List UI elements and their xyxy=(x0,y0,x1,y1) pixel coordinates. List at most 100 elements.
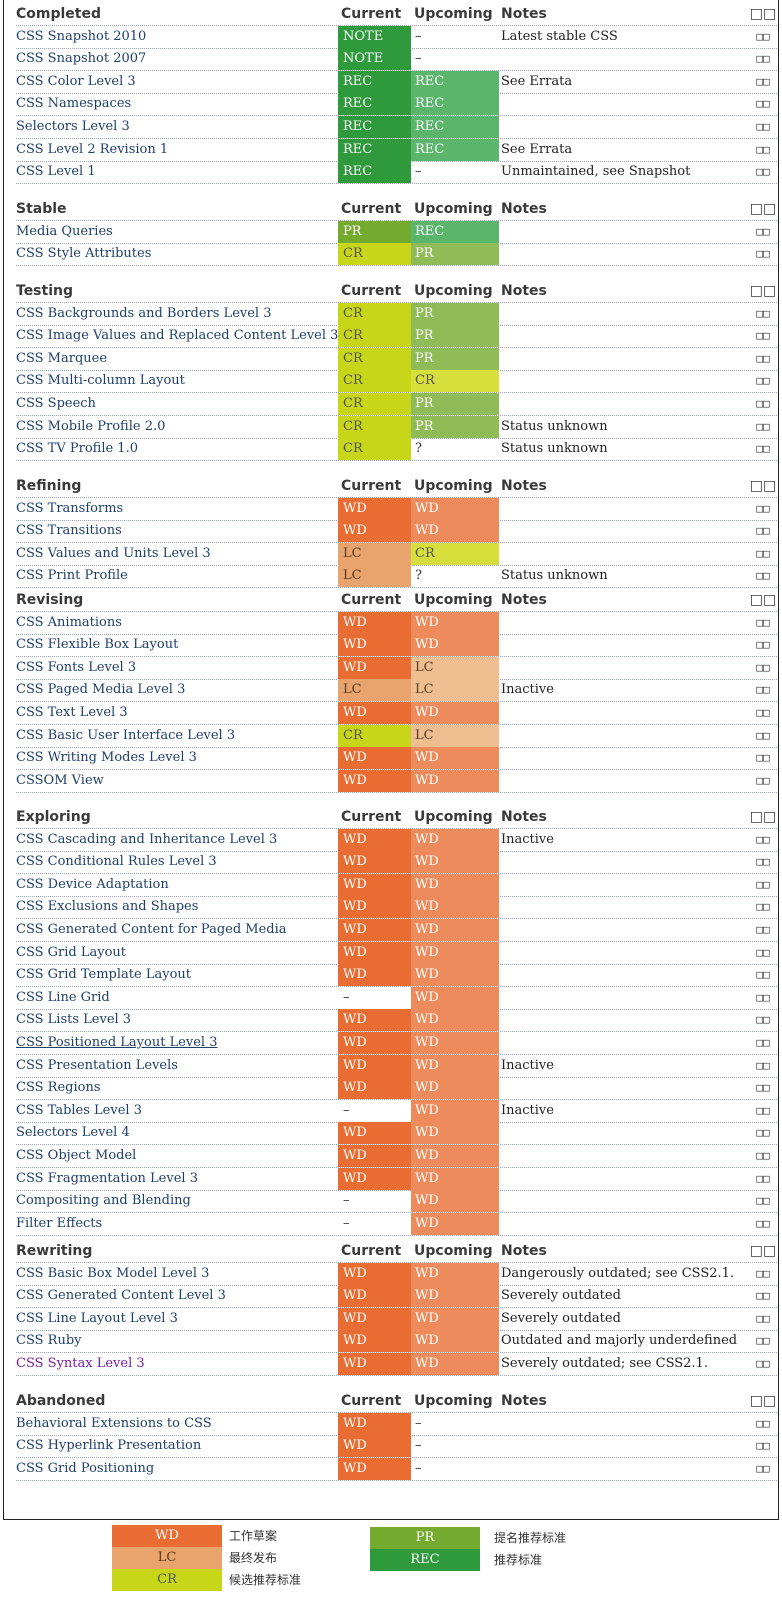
spec-link[interactable]: CSS Snapshot 2010 xyxy=(16,29,147,44)
spec-link[interactable]: CSS Presentation Levels xyxy=(16,1058,178,1073)
spec-link[interactable]: CSS Line Layout Level 3 xyxy=(16,1311,178,1326)
spec-link[interactable]: CSS Lists Level 3 xyxy=(16,1012,132,1027)
spec-link[interactable]: CSS Regions xyxy=(16,1080,101,1095)
spec-link[interactable]: CSS Flexible Box Layout xyxy=(16,637,179,652)
notes-cell xyxy=(499,851,749,873)
spec-link[interactable]: CSS Marquee xyxy=(16,351,108,366)
extra-cell: □□ xyxy=(756,1104,770,1117)
spec-link[interactable]: CSS Conditional Rules Level 3 xyxy=(16,854,217,869)
spec-link[interactable]: CSS Multi-column Layout xyxy=(16,373,185,388)
upcoming-status: WD xyxy=(411,987,499,1009)
spec-name-cell: CSS Color Level 3 xyxy=(16,71,338,93)
extra-cell: □□ xyxy=(756,1289,770,1302)
extra-cell: □□ xyxy=(756,502,770,515)
spec-link[interactable]: CSSOM View xyxy=(16,773,104,788)
spec-link[interactable]: CSS Line Grid xyxy=(16,990,110,1005)
spec-link[interactable]: CSS Cascading and Inheritance Level 3 xyxy=(16,832,278,847)
section-header: Refining Current Upcoming Notes □□ xyxy=(16,475,777,498)
spec-link[interactable]: CSS Syntax Level 3 xyxy=(16,1356,145,1371)
spec-link[interactable]: CSS Hyperlink Presentation xyxy=(16,1438,202,1453)
spec-link[interactable]: CSS Device Adaptation xyxy=(16,877,169,892)
spec-link[interactable]: CSS Color Level 3 xyxy=(16,74,136,89)
extra-cell: □□ xyxy=(756,616,770,629)
legend-label-rec: 推荐标准 xyxy=(494,1553,543,1567)
spec-link[interactable]: CSS Level 1 xyxy=(16,164,96,179)
notes-cell xyxy=(499,116,749,138)
spec-name-cell: CSS Flexible Box Layout xyxy=(16,634,338,656)
spec-link[interactable]: CSS Animations xyxy=(16,615,122,630)
upcoming-status: CR xyxy=(411,543,499,565)
spec-link[interactable]: CSS Level 2 Revision 1 xyxy=(16,142,169,157)
spec-link[interactable]: CSS Transforms xyxy=(16,501,124,516)
table-row: CSS Grid Layout WD WD □□ xyxy=(16,942,777,965)
extra-cell: □□ xyxy=(756,329,770,342)
table-row: CSS Device Adaptation WD WD □□ xyxy=(16,874,777,897)
spec-link[interactable]: CSS TV Profile 1.0 xyxy=(16,441,138,456)
extra-cell: □□ xyxy=(756,547,770,560)
spec-name-cell: CSS Print Profile xyxy=(16,565,338,587)
spec-name-cell: Media Queries xyxy=(16,221,338,243)
notes-cell xyxy=(499,725,749,747)
spec-link[interactable]: CSS Grid Positioning xyxy=(16,1461,155,1476)
spec-link[interactable]: CSS Grid Template Layout xyxy=(16,967,191,982)
current-status: CR xyxy=(338,370,411,392)
spec-link[interactable]: CSS Exclusions and Shapes xyxy=(16,899,199,914)
current-status: WD xyxy=(338,747,411,769)
spec-name-cell: CSS Hyperlink Presentation xyxy=(16,1435,338,1457)
upcoming-status: – xyxy=(415,1461,422,1476)
notes-cell: Inactive xyxy=(501,1103,554,1118)
current-status: WD xyxy=(338,851,411,873)
extra-cell: □□ xyxy=(756,638,770,651)
spec-link[interactable]: Media Queries xyxy=(16,224,113,239)
spec-link[interactable]: CSS Generated Content Level 3 xyxy=(16,1288,226,1303)
spec-link[interactable]: CSS Print Profile xyxy=(16,568,128,583)
spec-link[interactable]: CSS Fragmentation Level 3 xyxy=(16,1171,198,1186)
spec-link[interactable]: CSS Basic Box Model Level 3 xyxy=(16,1266,210,1281)
table-row: Selectors Level 3 REC REC □□ xyxy=(16,116,777,139)
current-status: REC xyxy=(338,71,411,93)
spec-link[interactable]: CSS Object Model xyxy=(16,1148,137,1163)
spec-link[interactable]: CSS Backgrounds and Borders Level 3 xyxy=(16,306,272,321)
spec-link[interactable]: CSS Transitions xyxy=(16,523,122,538)
spec-link[interactable]: CSS Values and Units Level 3 xyxy=(16,546,211,561)
current-status: WD xyxy=(338,520,411,542)
spec-link[interactable]: Selectors Level 3 xyxy=(16,119,130,134)
spec-name-cell: CSS Conditional Rules Level 3 xyxy=(16,851,338,873)
spec-link[interactable]: CSS Image Values and Replaced Content Le… xyxy=(16,328,338,343)
spec-link[interactable]: CSS Ruby xyxy=(16,1333,82,1348)
spec-link[interactable]: Behavioral Extensions to CSS xyxy=(16,1416,212,1431)
notes-cell xyxy=(499,874,749,896)
spec-name-cell: CSS Namespaces xyxy=(16,93,338,115)
spec-name-cell: CSS Generated Content for Paged Media xyxy=(16,919,338,941)
table-row: CSS Object Model WD WD □□ xyxy=(16,1145,777,1168)
spec-link[interactable]: CSS Grid Layout xyxy=(16,945,127,960)
spec-link[interactable]: CSS Paged Media Level 3 xyxy=(16,682,186,697)
spec-link[interactable]: CSS Fonts Level 3 xyxy=(16,660,137,675)
spec-link[interactable]: CSS Style Attributes xyxy=(16,246,152,261)
spec-link[interactable]: CSS Tables Level 3 xyxy=(16,1103,142,1118)
spec-link[interactable]: CSS Writing Modes Level 3 xyxy=(16,750,197,765)
spec-link[interactable]: CSS Snapshot 2007 xyxy=(16,51,147,66)
spec-link[interactable]: CSS Speech xyxy=(16,396,96,411)
spec-link[interactable]: CSS Mobile Profile 2.0 xyxy=(16,419,166,434)
spec-link[interactable]: CSS Generated Content for Paged Media xyxy=(16,922,287,937)
upcoming-status: ? xyxy=(415,568,422,583)
table-row: CSS Backgrounds and Borders Level 3 CR PR □… xyxy=(16,303,777,326)
spec-name-cell: CSS Marquee xyxy=(16,348,338,370)
spec-link[interactable]: Compositing and Blending xyxy=(16,1193,191,1208)
spec-name-cell: Selectors Level 3 xyxy=(16,116,338,138)
spec-link[interactable]: CSS Text Level 3 xyxy=(16,705,128,720)
spec-link[interactable]: Filter Effects xyxy=(16,1216,103,1231)
upcoming-status: WD xyxy=(411,634,499,656)
notes-cell xyxy=(499,48,749,70)
spec-link[interactable]: CSS Positioned Layout Level 3 xyxy=(16,1035,218,1050)
spec-link[interactable]: CSS Namespaces xyxy=(16,96,132,111)
column-header-upcoming: Upcoming xyxy=(414,283,493,299)
spec-link[interactable]: Selectors Level 4 xyxy=(16,1125,130,1140)
current-status: CR xyxy=(338,393,411,415)
upcoming-status: LC xyxy=(411,657,499,679)
spec-link[interactable]: CSS Basic User Interface Level 3 xyxy=(16,728,236,743)
current-status: – xyxy=(343,1193,350,1208)
spec-name-cell: CSS Snapshot 2007 xyxy=(16,48,338,70)
spec-name-cell: Behavioral Extensions to CSS xyxy=(16,1413,338,1435)
